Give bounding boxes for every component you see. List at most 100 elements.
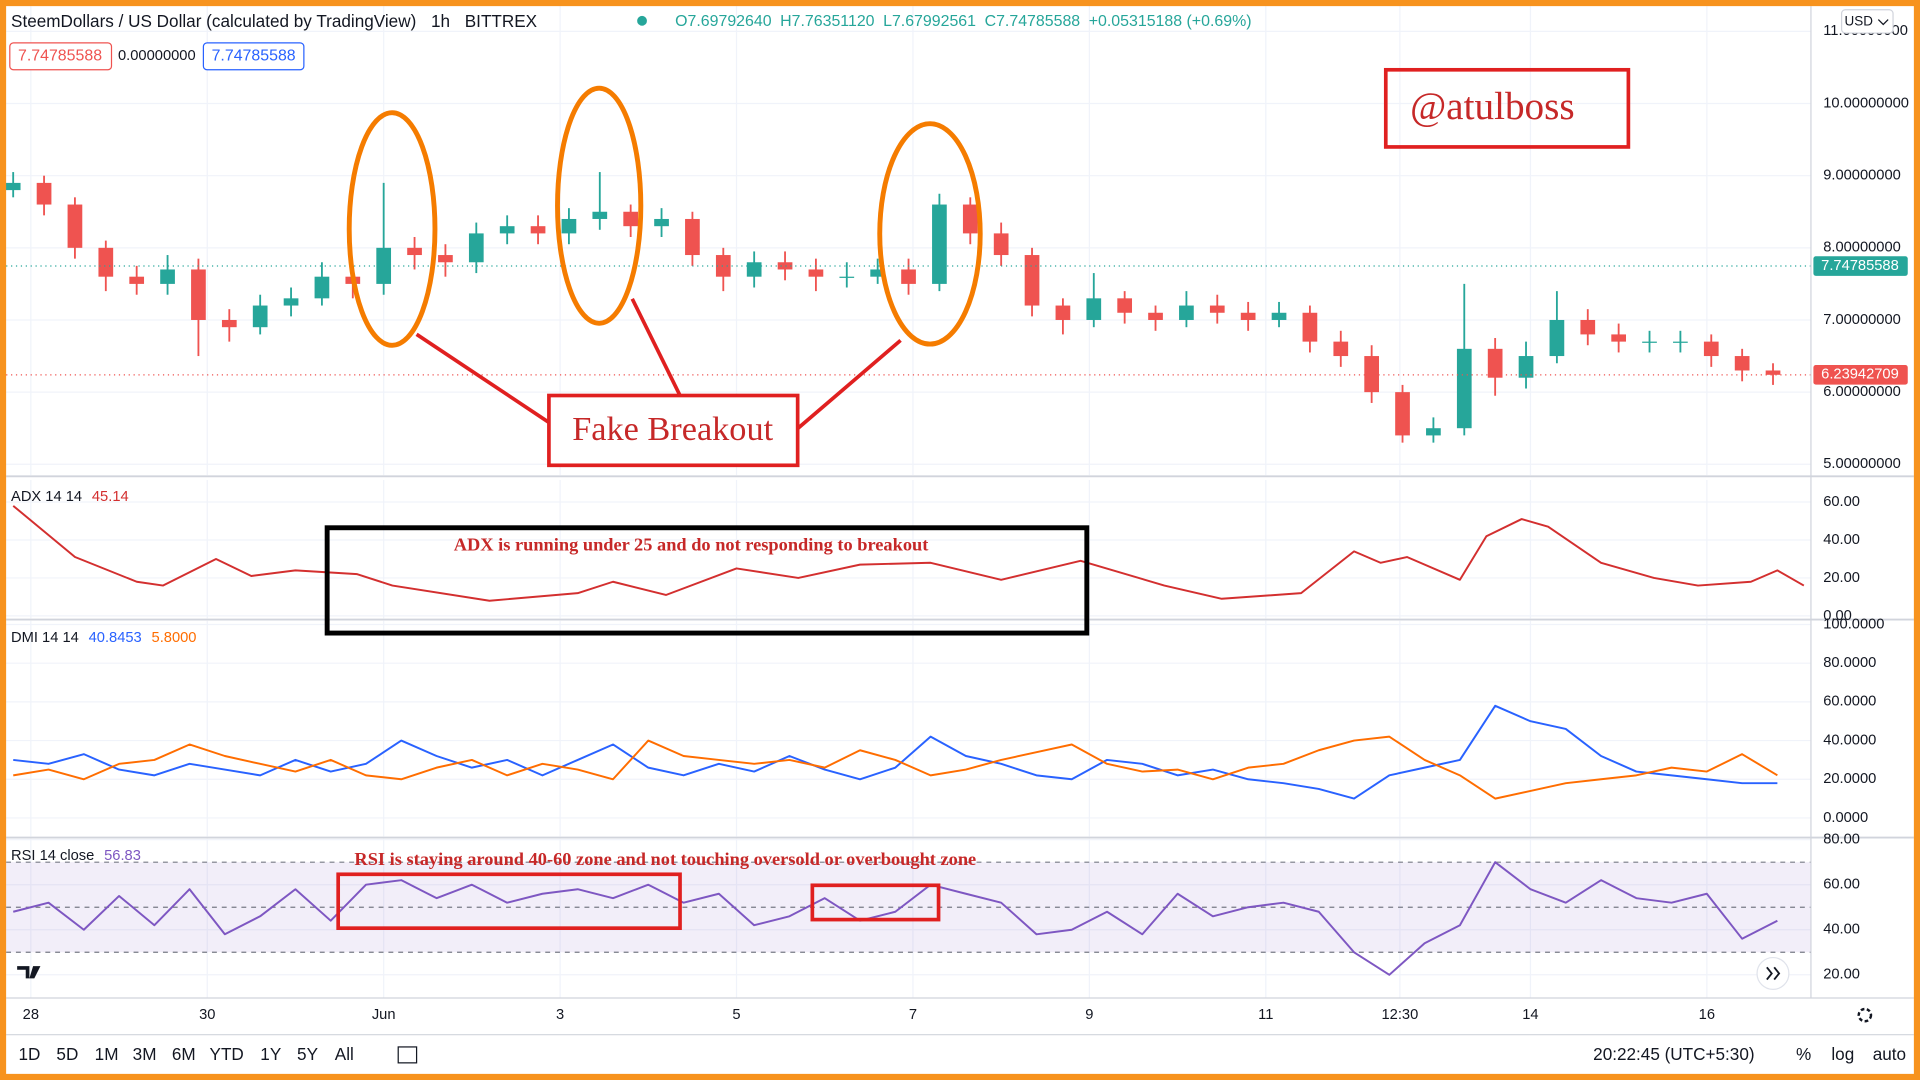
candle-body <box>623 211 639 227</box>
breakout-circle <box>346 110 438 348</box>
candle-body <box>499 226 515 234</box>
candle-body <box>67 204 83 248</box>
candle-body <box>993 233 1009 256</box>
buy-box[interactable] <box>202 42 305 71</box>
x-tick-label: 16 <box>1699 1007 1715 1023</box>
scroll-icon <box>1766 966 1781 981</box>
rsi-box <box>336 872 682 931</box>
candle-body <box>160 269 175 284</box>
annotation-arrow <box>415 332 550 424</box>
candle-body <box>438 255 453 263</box>
candle-body <box>1148 312 1163 320</box>
currency[interactable]: USD <box>1845 14 1874 29</box>
range-button[interactable]: 5Y <box>297 1044 319 1064</box>
candle-body <box>129 276 145 284</box>
candle-body <box>1765 370 1781 375</box>
range-button[interactable]: 6M <box>172 1044 196 1064</box>
spread: 0.00000000 <box>118 48 196 64</box>
ohlc-change: +0.05315188 (+0.69%) <box>1089 13 1252 30</box>
ohlc: O7.69792640 H7.76351120 L7.67992561 C7.7478… <box>675 13 1251 30</box>
candle-body <box>1364 356 1380 393</box>
y-tick-label: 20.00 <box>1823 967 1860 983</box>
annotation-arrow <box>630 297 682 397</box>
x-tick-label: 3 <box>556 1007 564 1023</box>
y-tick-label: 6.00000000 <box>1823 384 1901 400</box>
candle-body <box>870 269 886 277</box>
x-tick-label: 30 <box>199 1007 215 1023</box>
candle-body <box>1611 334 1626 342</box>
y-tick-label: 8.00000000 <box>1823 240 1901 256</box>
candle-body <box>1703 341 1719 357</box>
breakout-box <box>547 393 800 468</box>
y-tick-label: 20.0000 <box>1823 771 1876 787</box>
candle-body <box>777 262 793 270</box>
rsi-box <box>810 883 941 922</box>
range-button[interactable]: 1Y <box>260 1044 282 1064</box>
symbol-header: SteemDollars / US Dollar (calculated by … <box>11 11 538 31</box>
series-line <box>13 704 1778 800</box>
pane-readout: 45.14 <box>92 489 129 505</box>
candle-body <box>1055 305 1071 320</box>
adx-box <box>324 525 1090 636</box>
candle-body <box>1024 255 1040 306</box>
candle-body <box>98 247 114 277</box>
candle-body <box>36 182 52 205</box>
settings-icon[interactable] <box>1857 1007 1873 1023</box>
candle-body <box>1302 312 1318 342</box>
candle-body <box>1086 298 1102 320</box>
candle-body <box>746 262 762 277</box>
logo <box>17 966 41 979</box>
axis-layer: 28 30 Jun 3 5 7 9 11 12:30 14 16 5.00000000 6.000000… <box>11 23 1909 1023</box>
candle-body <box>808 269 824 277</box>
price-tag <box>1813 365 1908 385</box>
x-tick-label: 5 <box>732 1007 740 1023</box>
calendar-icon[interactable] <box>397 1046 418 1064</box>
scale-option[interactable]: % <box>1796 1044 1811 1064</box>
candle-body <box>1117 298 1133 313</box>
breakout-label: Fake Breakout <box>572 410 773 448</box>
candle-body <box>314 276 330 299</box>
scale-option[interactable]: log <box>1831 1044 1854 1064</box>
candle-body <box>468 233 484 263</box>
sell-box[interactable] <box>9 42 113 71</box>
interval: 1h <box>431 11 450 31</box>
range-button[interactable]: 5D <box>56 1044 78 1064</box>
scroll-button[interactable] <box>1756 956 1790 990</box>
pane-title: ADX 14 14 <box>11 489 82 505</box>
candle-body <box>530 226 546 234</box>
status-dot <box>637 15 647 26</box>
breakout-circle <box>555 85 644 326</box>
range-button[interactable]: All <box>335 1044 354 1064</box>
candle-body <box>1487 348 1503 378</box>
ohlc-low: L7.67992561 <box>883 13 976 30</box>
candle-body <box>685 218 700 256</box>
range-button[interactable]: 3M <box>133 1044 157 1064</box>
candle-body <box>1240 312 1256 320</box>
candle-body <box>715 255 731 277</box>
series-line <box>13 735 1778 800</box>
x-tick-label: 28 <box>23 1007 39 1023</box>
currency-button[interactable] <box>1840 9 1894 34</box>
x-tick-label: Jun <box>372 1007 396 1023</box>
buy-price[interactable]: 7.74785588 <box>212 48 296 65</box>
y-tick-label: 0.00 <box>1823 608 1852 624</box>
grid-layer <box>6 6 1811 998</box>
range-button[interactable]: 1M <box>95 1044 119 1064</box>
candle-body <box>191 269 206 320</box>
scale-option[interactable]: auto <box>1873 1044 1906 1064</box>
range-button[interactable]: 1D <box>18 1044 40 1064</box>
sell-price[interactable]: 7.74785588 <box>18 48 102 65</box>
y-tick-label: 7.00000000 <box>1823 312 1901 328</box>
ohlc-open: O7.69792640 <box>675 13 772 30</box>
price-tag-label: 7.74785588 <box>1821 258 1899 274</box>
range-button[interactable]: YTD <box>210 1044 244 1064</box>
pane-readout: 5.8000 <box>152 630 197 646</box>
pane-readout: 56.83 <box>104 848 141 864</box>
rsi-note: RSI is staying around 40-60 zone and not… <box>354 849 976 869</box>
candle-body <box>1333 341 1349 357</box>
y-tick-label: 10.00000000 <box>1823 95 1909 111</box>
candle-body <box>1271 312 1287 320</box>
y-tick-label: 60.00 <box>1823 877 1860 893</box>
candle-body <box>221 319 237 328</box>
x-tick-label: 7 <box>909 1007 917 1023</box>
